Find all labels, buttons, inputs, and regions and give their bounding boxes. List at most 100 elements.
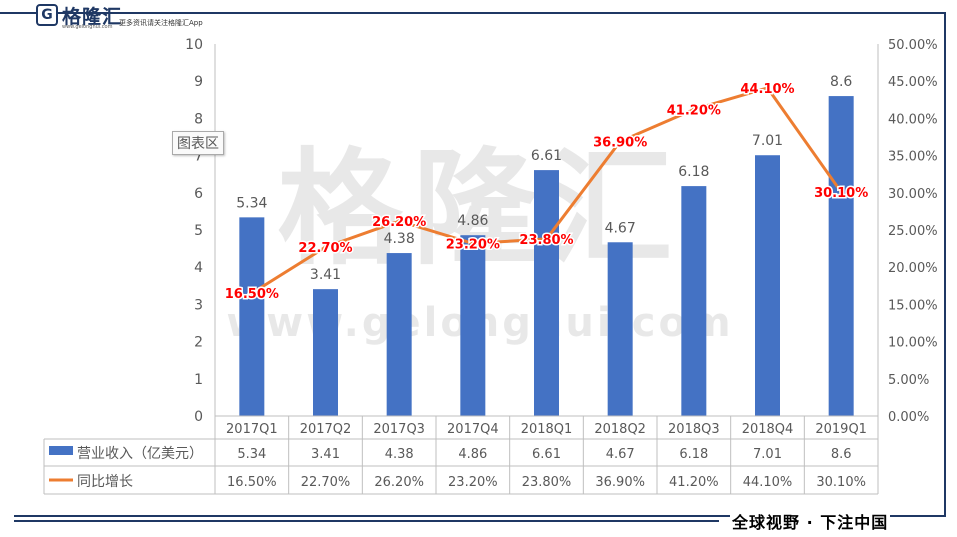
left-tick-label: 2 [194, 335, 203, 351]
table-growth-cell: 22.70% [301, 475, 351, 490]
table-revenue-cell: 4.38 [385, 447, 414, 462]
category-label: 2017Q1 [226, 422, 278, 437]
table-revenue-cell: 8.6 [831, 447, 852, 462]
growth-label: 36.90% [593, 135, 647, 150]
right-tick-label: 5.00% [888, 373, 929, 388]
right-tick-label: 50.00% [888, 38, 938, 53]
left-tick-label: 3 [194, 297, 203, 313]
revenue-bar-label: 5.34 [236, 195, 267, 211]
growth-label: 30.10% [814, 186, 868, 201]
right-tick-label: 35.00% [888, 150, 938, 165]
category-label: 2017Q2 [300, 422, 352, 437]
revenue-bar [828, 96, 854, 416]
frame-top-border [0, 12, 946, 14]
category-label: 2018Q3 [668, 422, 720, 437]
logo-icon: G [36, 4, 58, 26]
left-tick-label: 0 [194, 409, 203, 425]
revenue-bar [607, 242, 633, 416]
category-label: 2019Q1 [815, 422, 867, 437]
left-tick-label: 6 [194, 186, 203, 202]
table-revenue-cell: 4.86 [458, 447, 487, 462]
table-growth-cell: 23.20% [448, 475, 498, 490]
right-tick-label: 20.00% [888, 261, 938, 276]
table-growth-cell: 44.10% [743, 475, 793, 490]
bar-series [239, 96, 854, 416]
right-axis: 0.00% 5.00% 10.00% 15.00% 20.00% 25.00% 30.00%… [877, 38, 938, 425]
revenue-bar-label: 3.41 [310, 267, 341, 283]
data-table: 2017Q1 5.34 16.50% 2017Q2 3.41 22.70% 2017Q3 4.… [43, 415, 879, 495]
growth-point [544, 236, 549, 241]
category-label: 2018Q4 [742, 422, 794, 437]
frame-bottom-border-inner [14, 520, 719, 522]
right-tick-label: 0.00% [888, 410, 929, 425]
left-tick-label: 5 [194, 223, 203, 239]
legend-line-label: 同比增长 [77, 474, 133, 490]
bar-labels: 5.34 3.41 4.38 4.86 6.61 4.67 6.18 7.01 8.6 [236, 74, 852, 283]
right-tick-label: 30.00% [888, 187, 938, 202]
header-tagline: 更多资讯请关注格隆汇App [119, 19, 203, 27]
table-growth-cell: 36.90% [595, 475, 645, 490]
frame-right-border [944, 12, 946, 517]
logo-letter: G [41, 7, 53, 23]
logo-name: 格隆汇 [62, 6, 123, 28]
right-tick-label: 40.00% [888, 112, 938, 127]
revenue-bar [681, 186, 707, 416]
footer-slogan: 全球视野 · 下注中国 [730, 509, 891, 533]
revenue-bar-label: 8.6 [830, 74, 852, 90]
growth-label: 26.20% [372, 215, 426, 230]
growth-labels: 16.50% 22.70% 26.20% 23.20% 23.80% 36.90% 41.2… [223, 80, 869, 303]
left-tick-label: 10 [185, 37, 203, 53]
growth-point [397, 219, 402, 224]
revenue-bar [755, 155, 780, 416]
revenue-bar-label: 4.38 [384, 231, 415, 247]
revenue-bar [534, 170, 559, 416]
legend-bar-label: 营业收入（亿美元） [77, 446, 203, 462]
growth-label: 22.70% [298, 241, 352, 256]
revenue-bar [239, 217, 265, 416]
growth-label: 44.10% [740, 82, 794, 97]
revenue-bar [460, 235, 486, 416]
growth-point [249, 291, 254, 296]
table-revenue-cell: 4.67 [606, 447, 635, 462]
category-label: 2017Q3 [373, 422, 425, 437]
revenue-bar-label: 6.18 [678, 164, 709, 180]
table-revenue-cell: 3.41 [311, 447, 340, 462]
table-revenue-cell: 6.61 [532, 447, 561, 462]
table-growth-cell: 41.20% [669, 475, 719, 490]
table-revenue-cell: 5.34 [237, 447, 266, 462]
left-tick-label: 4 [194, 260, 203, 276]
left-tick-label: 8 [194, 111, 203, 127]
logo-url: www.gelonghui.com [62, 24, 113, 30]
growth-point [691, 107, 696, 112]
table-growth-cell: 16.50% [227, 475, 277, 490]
right-tick-label: 15.00% [888, 298, 938, 313]
frame-bottom-border [14, 515, 946, 517]
right-tick-label: 25.00% [888, 224, 938, 239]
category-label: 2018Q1 [521, 422, 573, 437]
revenue-bar-label: 6.61 [531, 148, 562, 164]
right-tick-label: 45.00% [888, 75, 938, 90]
growth-label: 16.50% [225, 287, 279, 302]
left-tick-label: 1 [194, 372, 203, 388]
growth-point [323, 245, 328, 250]
legend-bar-key [49, 446, 73, 455]
right-tick-label: 10.00% [888, 336, 938, 351]
category-label: 2018Q2 [594, 422, 646, 437]
growth-point [839, 190, 844, 195]
left-axis: 0 1 2 3 4 5 6 7 8 9 10 [185, 37, 216, 425]
revenue-bar [386, 253, 412, 416]
table-growth-cell: 26.20% [374, 475, 424, 490]
table-revenue-cell: 6.18 [679, 447, 708, 462]
revenue-bar [313, 289, 338, 416]
table-growth-cell: 30.10% [816, 475, 866, 490]
left-tick-label: 9 [194, 74, 203, 90]
chart-area-tooltip: 图表区 [172, 131, 224, 155]
category-label: 2017Q4 [447, 422, 499, 437]
growth-label: 41.20% [667, 103, 721, 118]
growth-label: 23.20% [446, 237, 500, 252]
growth-point [765, 85, 770, 90]
growth-label: 23.80% [519, 233, 573, 248]
table-growth-cell: 23.80% [522, 475, 572, 490]
